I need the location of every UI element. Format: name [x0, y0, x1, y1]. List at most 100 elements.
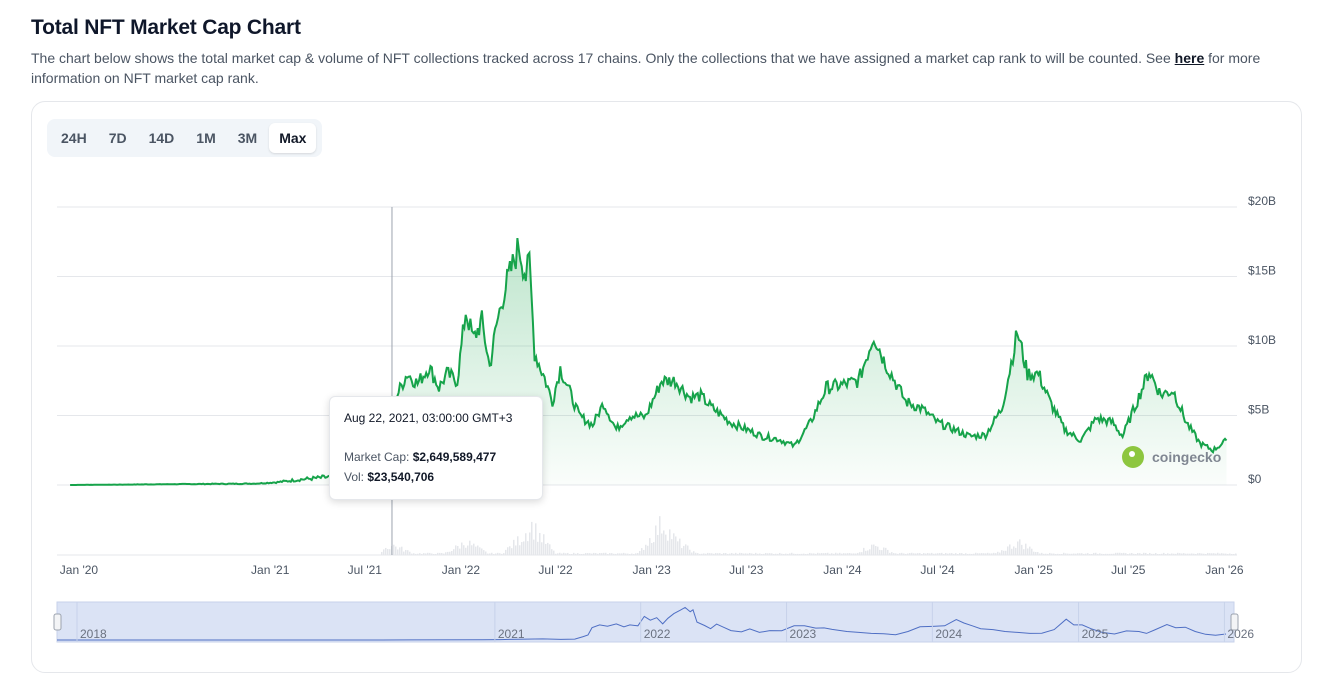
volume-bar	[617, 553, 619, 555]
volume-bar	[765, 552, 767, 555]
volume-bar	[1043, 553, 1045, 555]
volume-bar	[703, 553, 705, 555]
volume-bar	[693, 551, 695, 555]
volume-bar	[689, 549, 691, 555]
volume-bar	[431, 553, 433, 555]
volume-bar	[1183, 553, 1185, 555]
volume-bar	[1173, 553, 1175, 555]
volume-bar	[879, 549, 881, 555]
volume-bar	[675, 536, 677, 555]
volume-bar	[755, 552, 757, 555]
navigator-left-handle[interactable]	[53, 613, 62, 631]
y-tick-label: $5B	[1248, 403, 1269, 417]
volume-bar	[807, 553, 809, 555]
volume-bar	[721, 553, 723, 555]
x-tick-label: Jan '20	[60, 563, 99, 577]
volume-bar	[1199, 553, 1201, 555]
volume-bar	[533, 539, 535, 555]
volume-bar	[1177, 552, 1179, 555]
volume-bar	[747, 553, 749, 555]
range-button-7d[interactable]: 7D	[99, 123, 137, 153]
range-button-max[interactable]: Max	[269, 123, 317, 153]
volume-bar	[1187, 553, 1189, 555]
volume-bar	[423, 553, 425, 555]
here-link[interactable]: here	[1174, 50, 1205, 66]
volume-bar	[869, 549, 871, 555]
volume-bar	[1207, 552, 1209, 555]
volume-bar	[491, 552, 493, 555]
volume-bar	[637, 553, 639, 555]
volume-bar	[1139, 553, 1141, 555]
volume-bar	[717, 553, 719, 555]
volume-bar	[467, 545, 469, 555]
volume-bar	[1175, 553, 1177, 555]
volume-bar	[449, 551, 451, 555]
volume-bar	[701, 553, 703, 555]
volume-bar	[1079, 553, 1081, 555]
volume-bar	[549, 544, 551, 555]
volume-bar	[963, 554, 965, 555]
volume-bar	[833, 553, 835, 555]
volume-bar	[1185, 553, 1187, 555]
volume-bar	[771, 553, 773, 555]
tooltip-vol-label: Vol:	[344, 470, 365, 484]
volume-bar	[1151, 553, 1153, 555]
x-tick-label: Jul '24	[920, 563, 955, 577]
range-button-24h[interactable]: 24H	[51, 123, 97, 153]
volume-bar	[723, 553, 725, 555]
volume-bar	[977, 553, 979, 555]
volume-bar	[927, 553, 929, 555]
navigator-right-handle[interactable]	[1230, 613, 1239, 631]
volume-bar	[479, 547, 481, 555]
range-button-1m[interactable]: 1M	[186, 123, 225, 153]
volume-bar	[1141, 553, 1143, 555]
volume-bar	[571, 554, 573, 555]
volume-bar	[1159, 554, 1161, 555]
volume-bar	[453, 549, 455, 555]
volume-bar	[669, 529, 671, 555]
volume-bar	[817, 552, 819, 555]
volume-bar	[553, 550, 555, 555]
volume-bar	[1009, 544, 1011, 555]
volume-bar	[519, 545, 521, 555]
range-button-3m[interactable]: 3M	[228, 123, 267, 153]
volume-bar	[527, 541, 529, 555]
volume-bar	[659, 516, 661, 555]
volume-bar	[613, 553, 615, 555]
volume-bar	[1077, 553, 1079, 555]
page-description: The chart below shows the total market c…	[31, 48, 1296, 88]
volume-bar	[815, 553, 817, 555]
volume-bar	[1095, 552, 1097, 555]
volume-bar	[905, 553, 907, 555]
volume-bar	[545, 543, 547, 555]
volume-bar	[949, 553, 951, 555]
navigator[interactable]: 2018 2021 2022 2023 2024 2025 2026	[53, 601, 1254, 643]
volume-bar	[1133, 553, 1135, 555]
volume-bar	[667, 540, 669, 555]
volume-bar	[1069, 553, 1071, 555]
volume-bar	[795, 553, 797, 555]
volume-bar	[1147, 554, 1149, 555]
navigator-year-label: 2018	[80, 627, 107, 641]
volume-bar	[407, 550, 409, 555]
volume-bar	[593, 552, 595, 555]
navigator-year-label: 2022	[644, 627, 671, 641]
volume-bar	[1013, 546, 1015, 555]
range-button-14d[interactable]: 14D	[139, 123, 185, 153]
tooltip-market-cap: Market Cap: $2,649,589,477	[344, 447, 528, 467]
volume-bar	[989, 553, 991, 555]
navigator-year-label: 2024	[935, 627, 962, 641]
volume-bar	[1039, 553, 1041, 555]
x-tick-label: Jan '24	[823, 563, 862, 577]
volume-bar	[555, 553, 557, 555]
volume-bar	[1073, 553, 1075, 555]
volume-bar	[941, 552, 943, 555]
page-title: Total NFT Market Cap Chart	[31, 16, 301, 39]
volume-bar	[1129, 553, 1131, 555]
volume-bar	[951, 553, 953, 555]
volume-bar	[697, 553, 699, 555]
volume-bar	[1213, 553, 1215, 555]
volume-bar	[481, 548, 483, 555]
volume-bar	[691, 552, 693, 555]
